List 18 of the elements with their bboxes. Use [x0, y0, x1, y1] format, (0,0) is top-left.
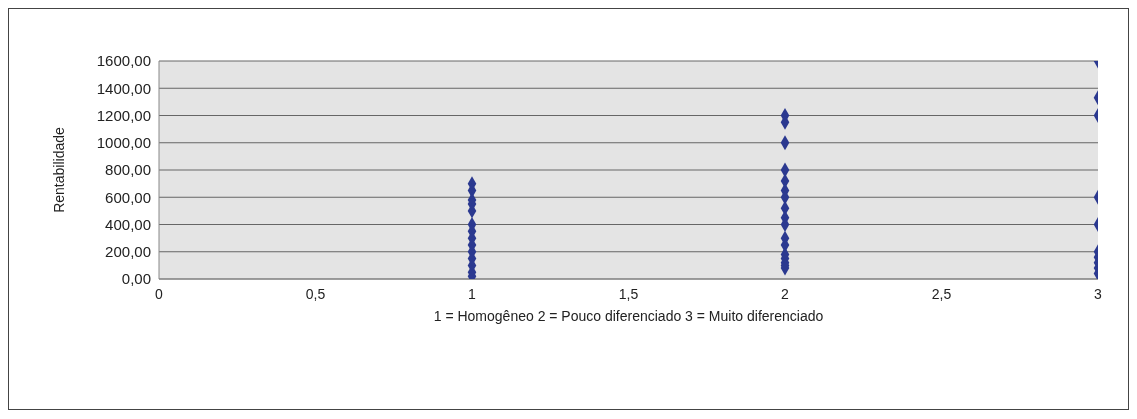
- x-axis-title: 1 = Homogêneo 2 = Pouco diferenciado 3 = Muito diferenciado: [433, 308, 824, 324]
- y-tick-label: 1000,00: [96, 134, 151, 152]
- y-tick-label: 800,00: [105, 161, 151, 179]
- x-tick-label: 3: [1094, 286, 1103, 302]
- x-tick-label: 1,5: [618, 286, 639, 302]
- x-tick-label: 0: [155, 286, 164, 302]
- y-tick-label: 1600,00: [96, 52, 151, 70]
- y-tick-label: 1200,00: [96, 106, 151, 124]
- x-tick-label: 1: [468, 286, 477, 302]
- x-tick-label: 0,5: [305, 286, 326, 302]
- y-axis-title: Rentabilidade: [50, 126, 67, 213]
- x-tick-label: 2: [781, 286, 790, 302]
- y-tick-label: 200,00: [105, 243, 151, 261]
- y-tick-label: 0,00: [121, 270, 151, 288]
- y-tick-label: 400,00: [105, 215, 151, 233]
- y-tick-label: 1400,00: [96, 79, 151, 97]
- x-tick-label: 2,5: [931, 286, 952, 302]
- y-tick-label: 600,00: [105, 188, 151, 206]
